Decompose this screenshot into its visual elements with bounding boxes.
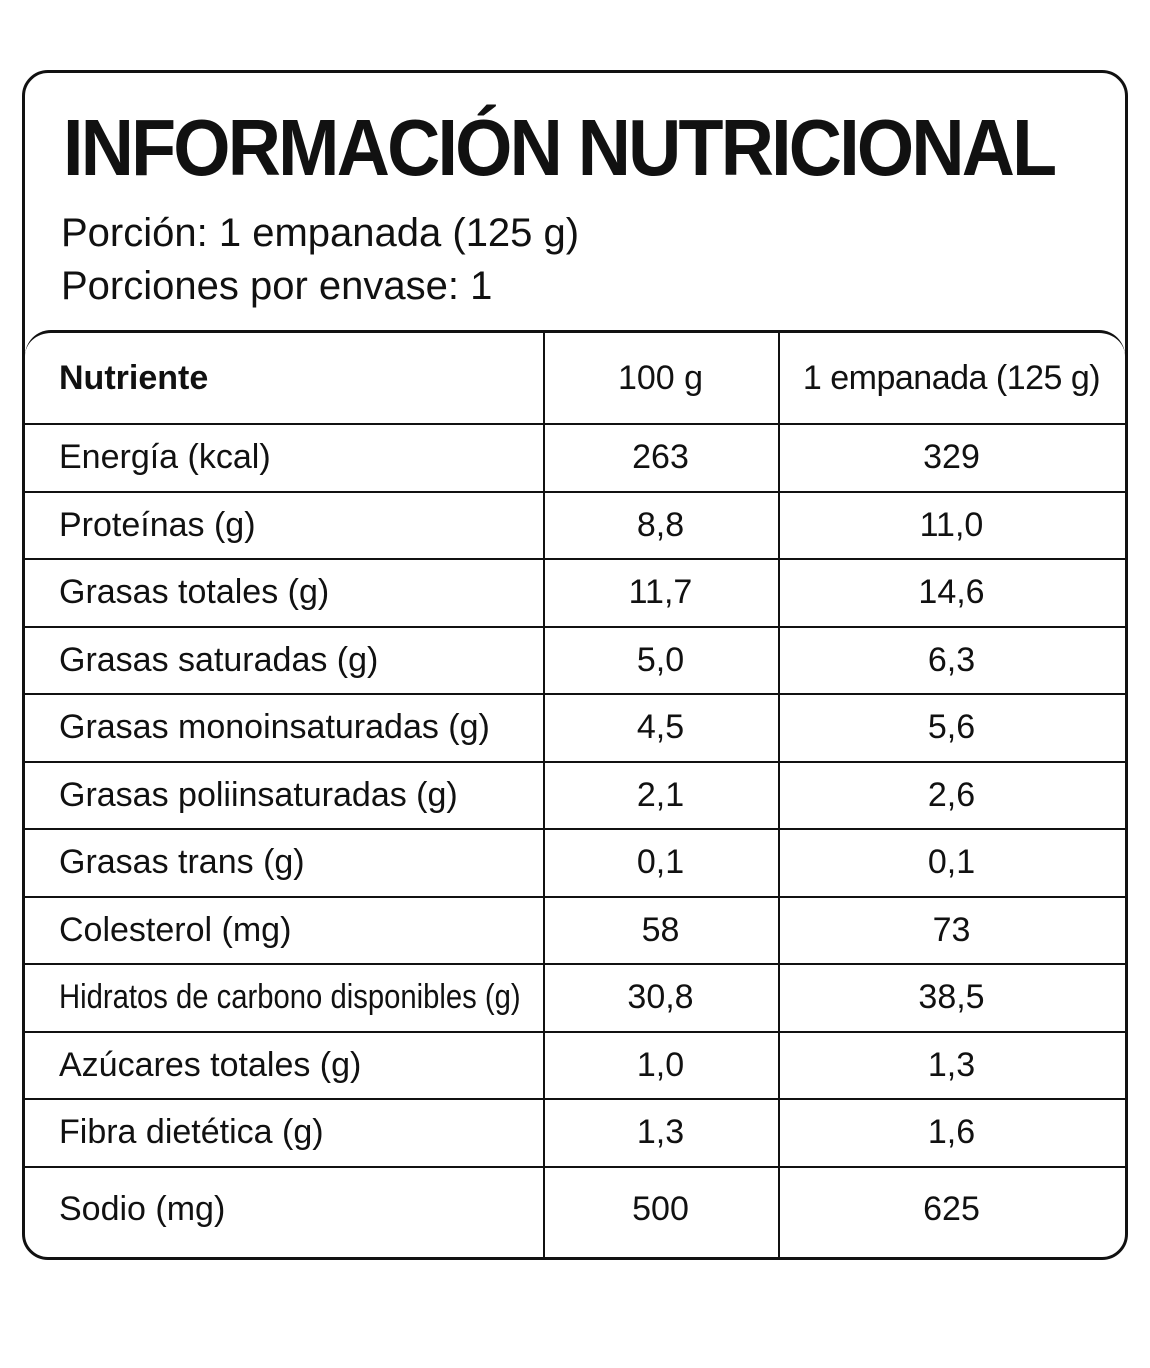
value-per-serving: 625 xyxy=(923,1190,980,1228)
value-per-serving: 5,6 xyxy=(927,708,976,747)
servings-per-container: Porciones por envase: 1 xyxy=(61,264,493,308)
label-title: INFORMACIÓN NUTRICIONAL xyxy=(63,103,1057,192)
nutrition-facts-label: INFORMACIÓN NUTRICIONAL Porción: 1 empan… xyxy=(22,70,1128,1260)
nutrient-name: Energía (kcal) xyxy=(59,438,271,477)
value-per-serving: 1,3 xyxy=(927,1045,976,1084)
nutrient-name: Hidratos de carbono disponibles (g) xyxy=(59,978,521,1017)
table-header-row: Nutriente 100 g 1 empanada (125 g) xyxy=(25,333,1125,425)
nutrient-name: Sodio (mg) xyxy=(59,1190,226,1228)
value-per-serving: 0,1 xyxy=(927,843,976,882)
table-row: Grasas monoinsaturadas (g) 4,5 5,6 xyxy=(25,695,1125,763)
nutrient-name: Grasas saturadas (g) xyxy=(59,640,379,679)
value-per-100g: 500 xyxy=(632,1190,689,1228)
nutrient-name: Grasas totales (g) xyxy=(59,573,330,612)
nutrient-name: Grasas monoinsaturadas (g) xyxy=(59,708,490,747)
value-per-serving: 73 xyxy=(932,910,971,949)
nutrient-name: Fibra dietética (g) xyxy=(59,1113,324,1152)
value-per-serving: 6,3 xyxy=(927,640,976,679)
value-per-100g: 58 xyxy=(641,910,680,949)
value-per-serving: 329 xyxy=(923,438,980,477)
value-per-100g: 1,3 xyxy=(636,1113,685,1152)
value-per-100g: 11,7 xyxy=(628,573,693,612)
nutrient-name: Proteínas (g) xyxy=(59,505,256,544)
header-per-100g: 100 g xyxy=(617,358,704,397)
nutrition-table: Nutriente 100 g 1 empanada (125 g) Energ… xyxy=(25,330,1125,1257)
table-row: Sodio (mg) 500 625 xyxy=(25,1168,1125,1252)
value-per-100g: 8,8 xyxy=(636,505,685,544)
table-row: Grasas totales (g) 11,7 14,6 xyxy=(25,560,1125,628)
table-row: Hidratos de carbono disponibles (g) 30,8… xyxy=(25,965,1125,1033)
value-per-serving: 14,6 xyxy=(918,573,985,612)
table-row: Colesterol (mg) 58 73 xyxy=(25,898,1125,965)
nutrient-name-cell: Hidratos de carbono disponibles (g) xyxy=(25,978,543,1017)
value-per-100g: 263 xyxy=(632,438,689,477)
value-per-100g: 30,8 xyxy=(627,978,694,1017)
table-row: Grasas poliinsaturadas (g) 2,1 2,6 xyxy=(25,763,1125,830)
nutrient-name: Grasas trans (g) xyxy=(59,843,305,882)
header-nutrient: Nutriente xyxy=(59,358,209,397)
value-per-serving: 38,5 xyxy=(918,978,985,1017)
table-row: Fibra dietética (g) 1,3 1,6 xyxy=(25,1100,1125,1168)
nutrient-name: Colesterol (mg) xyxy=(59,910,292,949)
table-row: Energía (kcal) 263 329 xyxy=(25,425,1125,493)
value-per-serving: 1,6 xyxy=(927,1113,976,1152)
table-row: Grasas saturadas (g) 5,0 6,3 xyxy=(25,628,1125,695)
table-row: Azúcares totales (g) 1,0 1,3 xyxy=(25,1033,1125,1100)
value-per-100g: 1,0 xyxy=(636,1045,685,1084)
nutrient-name: Grasas poliinsaturadas (g) xyxy=(59,775,458,814)
value-per-100g: 2,1 xyxy=(636,775,685,814)
table-row: Proteínas (g) 8,8 11,0 xyxy=(25,493,1125,560)
header-per-serving: 1 empanada (125 g) xyxy=(802,358,1101,397)
table-row: Grasas trans (g) 0,1 0,1 xyxy=(25,830,1125,898)
value-per-100g: 5,0 xyxy=(636,640,685,679)
nutrient-name: Azúcares totales (g) xyxy=(59,1045,362,1084)
value-per-serving: 2,6 xyxy=(927,775,976,814)
value-per-100g: 4,5 xyxy=(636,708,685,747)
value-per-100g: 0,1 xyxy=(636,843,685,882)
serving-size: Porción: 1 empanada (125 g) xyxy=(61,211,580,255)
value-per-serving: 11,0 xyxy=(919,505,984,544)
